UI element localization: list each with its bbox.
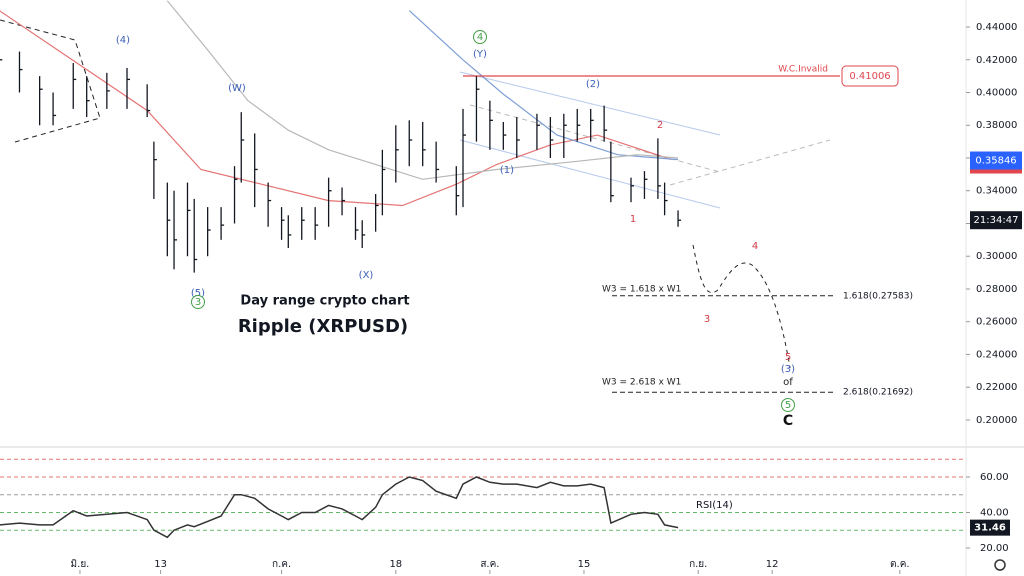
- y-tick-label: 0.38000: [976, 120, 1017, 131]
- wave-label: 3: [195, 297, 201, 308]
- fib-label: 1.618(0.27583): [843, 291, 913, 301]
- invalid-name: W.C.Invalid: [778, 65, 828, 75]
- wave-label: 5: [785, 400, 791, 411]
- wave-label: of: [783, 377, 793, 388]
- wave-label: W3 = 1.618 x W1: [602, 285, 681, 295]
- x-tick-label: ส.ค.: [480, 559, 499, 570]
- y-tick-label: 0.20000: [976, 415, 1017, 426]
- y-tick-label: 0.26000: [976, 317, 1017, 328]
- wave-label: (4): [116, 35, 130, 46]
- wave-label: 1: [630, 214, 636, 225]
- rsi-tick-label: 40.00: [980, 507, 1009, 518]
- x-tick-label: ต.ค.: [890, 559, 910, 570]
- wave-label: (3): [781, 364, 795, 375]
- rsi-value-label: 31.46: [974, 523, 1006, 534]
- rsi-value-box: [970, 519, 1010, 536]
- wave-label: (5): [191, 288, 205, 299]
- wave-label: 2: [657, 120, 663, 131]
- x-tick-label: มิ.ย.: [71, 559, 90, 570]
- x-tick-label: ก.ค.: [272, 559, 291, 570]
- y-tick-label: 0.28000: [976, 284, 1017, 295]
- moving-average: [166, 0, 679, 180]
- wave-label: (Y): [473, 49, 487, 60]
- marker-underline: [970, 169, 1022, 174]
- y-tick-label: 0.44000: [976, 22, 1017, 33]
- wave-circle: [191, 295, 205, 309]
- x-tick-label: 12: [766, 559, 779, 570]
- wave-circle: [473, 30, 487, 44]
- price-marker-label: 0.35846: [975, 156, 1016, 167]
- channel-dashed: [669, 139, 831, 186]
- wave-label: (X): [359, 270, 374, 281]
- wave-label: W3 = 2.618 x W1: [602, 378, 681, 388]
- wave-circle: [781, 398, 795, 412]
- y-tick-label: 0.30000: [976, 251, 1017, 262]
- settings-icon[interactable]: [994, 559, 1006, 571]
- price-marker-box: [970, 151, 1022, 170]
- wave-label: 4: [752, 241, 758, 252]
- wave-label: C: [783, 413, 793, 429]
- y-tick-label: 0.34000: [976, 186, 1017, 197]
- projection-path: [692, 244, 791, 369]
- channel-line: [459, 71, 721, 136]
- y-tick-label: 0.22000: [976, 382, 1017, 393]
- rsi-tick-label: 60.00: [980, 472, 1009, 483]
- wave-label: 5: [785, 352, 791, 363]
- y-tick-label: 0.42000: [976, 55, 1017, 66]
- invalid-label: 0.41006: [849, 71, 890, 82]
- invalid-box: [841, 65, 899, 87]
- y-tick-label: 0.40000: [976, 88, 1017, 99]
- wave-label: (2): [586, 79, 600, 90]
- rsi-line: [0, 476, 679, 539]
- x-tick-label: 13: [154, 559, 167, 570]
- channel-dashed: [469, 104, 721, 173]
- x-tick-label: ก.ย.: [689, 559, 707, 570]
- wave-label: 3: [704, 314, 710, 325]
- moving-average: [0, 10, 672, 207]
- countdown-box: [970, 211, 1022, 230]
- settings-gear[interactable]: [994, 559, 1006, 571]
- y-tick-label: 0.24000: [976, 349, 1017, 360]
- countdown: 21:34:47: [974, 215, 1019, 226]
- x-tick-label: 15: [578, 559, 591, 570]
- channel-line: [459, 139, 721, 209]
- fib-label: 2.618(0.21692): [843, 388, 913, 398]
- rsi-tick-label: 20.00: [980, 543, 1009, 554]
- wave-label: 4: [477, 32, 483, 43]
- wave-label: (W): [228, 83, 246, 94]
- chart-title: Ripple (XRPUSD): [238, 316, 408, 337]
- wave-label: (1): [500, 165, 514, 176]
- x-tick-label: 18: [389, 559, 402, 570]
- subtitle: Day range crypto chart: [240, 294, 409, 309]
- triangle-pattern: [0, 19, 101, 143]
- rsi-name: RSI(14): [696, 500, 733, 511]
